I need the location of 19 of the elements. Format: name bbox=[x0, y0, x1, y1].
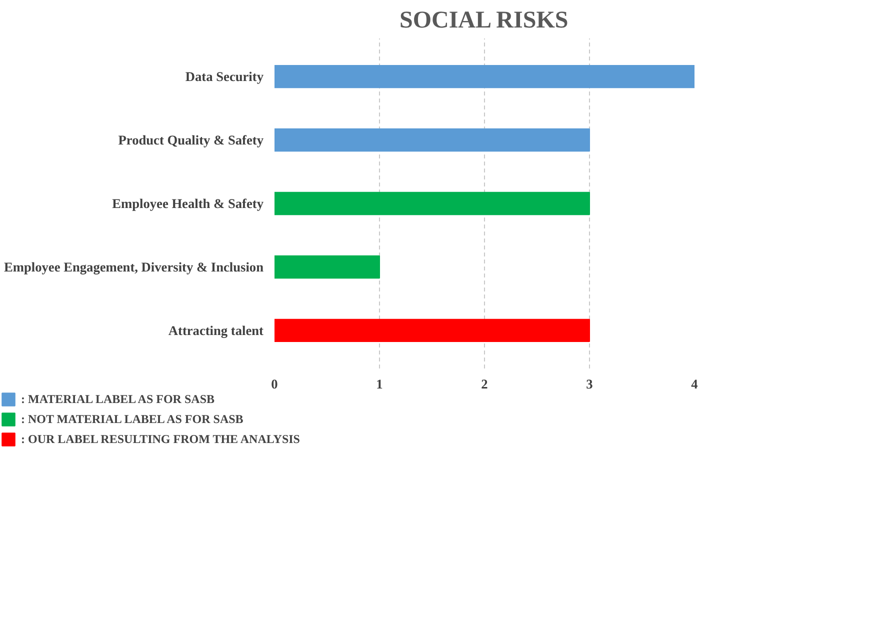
x-tick-label: 3 bbox=[586, 376, 594, 392]
y-tick-label: Employee Engagement, Diversity & Inclusion bbox=[4, 259, 264, 274]
y-tick-label: Employee Health & Safety bbox=[112, 196, 264, 211]
bar bbox=[274, 128, 590, 152]
y-tick-label: Attracting talent bbox=[168, 322, 264, 338]
x-tick-label: 0 bbox=[271, 376, 278, 392]
x-tick-label: 4 bbox=[691, 376, 698, 392]
bar bbox=[274, 255, 380, 279]
bar bbox=[274, 192, 590, 216]
chart-title: SOCIAL RISKS bbox=[399, 8, 568, 34]
y-tick-label: Data Security bbox=[185, 69, 264, 84]
x-tick-label: 2 bbox=[481, 376, 488, 392]
bar bbox=[274, 64, 694, 88]
y-tick-label: Product Quality & Safety bbox=[118, 132, 264, 148]
legend-label: : MATERIAL LABEL AS FOR SASB bbox=[21, 392, 214, 406]
legend-label: : NOT MATERIAL LABEL AS FOR SASB bbox=[21, 412, 244, 426]
legend-label: : OUR LABEL RESULTING FROM THE ANALYSIS bbox=[21, 432, 300, 446]
bar bbox=[274, 318, 590, 342]
x-tick-label: 1 bbox=[376, 376, 383, 392]
